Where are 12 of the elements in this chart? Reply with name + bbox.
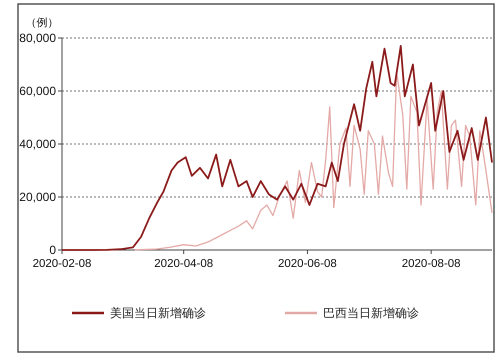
y-tick-label: 0 bbox=[49, 243, 56, 257]
y-tick-label: 20,000 bbox=[19, 190, 56, 204]
y-axis-title: （例） bbox=[26, 17, 58, 29]
x-tick-label: 2020-04-08 bbox=[154, 258, 214, 270]
y-tick-label: 60,000 bbox=[19, 84, 56, 98]
legend-label: 巴西当日新增确诊 bbox=[323, 306, 419, 320]
legend-label: 美国当日新增确诊 bbox=[110, 306, 206, 320]
x-tick-label: 2020-08-08 bbox=[402, 258, 461, 270]
x-tick-label: 2020-06-08 bbox=[278, 258, 337, 270]
x-tick-label: 2020-02-08 bbox=[32, 258, 92, 270]
y-tick-label: 80,000 bbox=[19, 31, 56, 45]
y-tick-label: 40,000 bbox=[19, 137, 56, 151]
